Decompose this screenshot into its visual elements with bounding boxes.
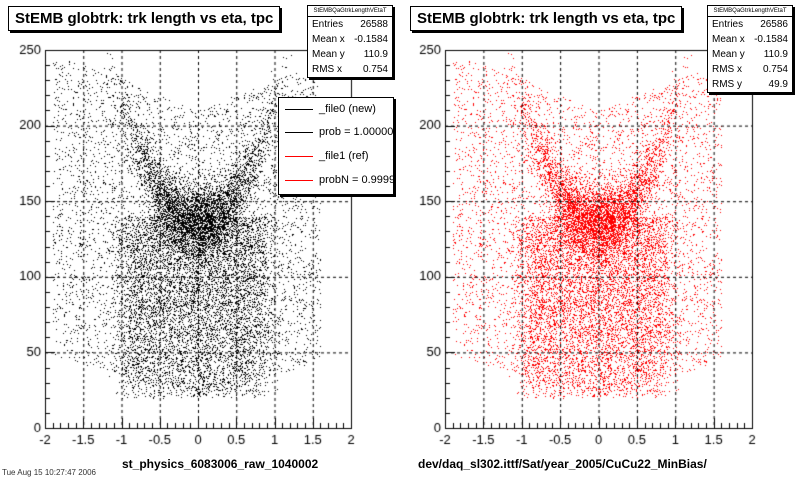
left-plot-title: StEMB globtrk: trk length vs eta, tpc bbox=[8, 6, 281, 31]
right-plot-title: StEMB globtrk: trk length vs eta, tpc bbox=[410, 6, 683, 31]
left-stats-header: StEMBQaGtrkLengthVEtaT bbox=[308, 6, 392, 17]
legend-entry: probN = 0.99997 bbox=[279, 168, 393, 192]
legend-entry: _file0 (new) bbox=[279, 98, 393, 120]
legend-line-red bbox=[285, 155, 313, 157]
left-stats-row: Entries 26588 bbox=[312, 19, 388, 30]
right-stats-row: RMS x 0.754 bbox=[712, 64, 788, 75]
left-stats-row: Mean y 110.9 bbox=[312, 49, 388, 60]
left-x-label: st_physics_6083006_raw_1040002 bbox=[122, 457, 319, 471]
legend-line-red bbox=[285, 179, 313, 181]
legend-box: _file0 (new) prob = 1.000000 _file1 (ref… bbox=[278, 97, 394, 195]
right-stats-row: Entries 26586 bbox=[712, 19, 788, 30]
right-stats-row: Mean y 110.9 bbox=[712, 49, 788, 60]
right-x-label: dev/daq_sl302.ittf/Sat/year_2005/CuCu22_… bbox=[418, 457, 707, 471]
left-stats-box: StEMBQaGtrkLengthVEtaT Entries 26588 Mean… bbox=[307, 5, 393, 78]
legend-entry: _file1 (ref) bbox=[279, 144, 393, 168]
right-stats-box: StEMBQaGtrkLengthVEtaT Entries 26586 Mean… bbox=[707, 5, 793, 93]
legend-line-black bbox=[285, 108, 313, 110]
left-stats-row: RMS x 0.754 bbox=[312, 64, 388, 75]
left-stats-row: Mean x -0.1584 bbox=[312, 34, 388, 45]
right-stats-row: RMS y 49.9 bbox=[712, 79, 788, 90]
timestamp-footer: Tue Aug 15 10:27:47 2006 bbox=[2, 468, 97, 477]
right-stats-header: StEMBQaGtrkLengthVEtaT bbox=[708, 6, 792, 17]
legend-entry: prob = 1.000000 bbox=[279, 120, 393, 144]
right-stats-row: Mean x -0.1584 bbox=[712, 34, 788, 45]
legend-line-black bbox=[285, 131, 313, 133]
